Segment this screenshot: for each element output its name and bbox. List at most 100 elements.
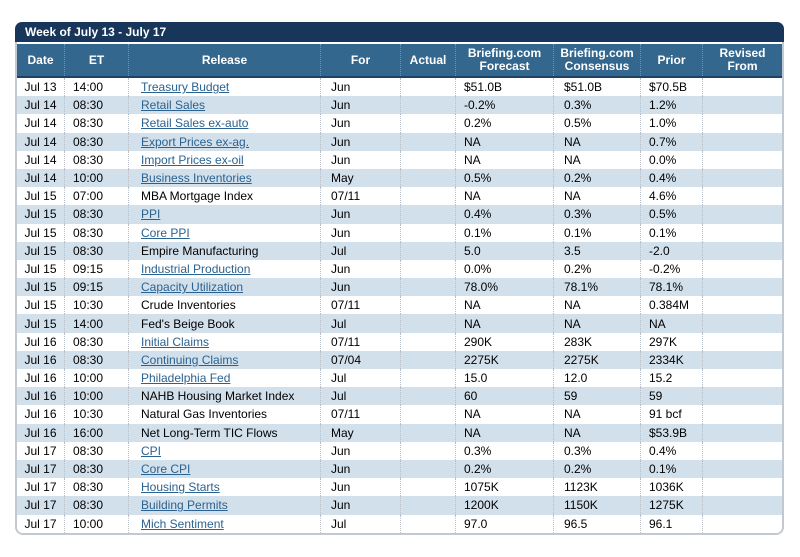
consensus-cell: 0.3% xyxy=(554,441,641,460)
for-cell: Jun xyxy=(321,496,401,515)
et-cell: 10:00 xyxy=(65,369,129,388)
forecast-cell: 78.0% xyxy=(456,278,554,297)
table-row: Jul 13 14:00 Treasury Budget Jun $51.0B $51.0… xyxy=(17,78,782,97)
release-link[interactable]: Retail Sales ex-auto xyxy=(141,116,249,131)
actual-cell xyxy=(401,132,456,151)
consensus-cell: 0.2% xyxy=(554,259,641,279)
revised-from-cell xyxy=(703,314,782,332)
column-header-for: For xyxy=(321,44,401,76)
release-link[interactable]: Treasury Budget xyxy=(141,80,230,95)
column-header-release: Release xyxy=(129,44,321,76)
release-link[interactable]: Mich Sentiment xyxy=(141,516,224,531)
consensus-cell: 59 xyxy=(554,387,641,406)
release-cell: Empire Manufacturing xyxy=(129,241,321,260)
forecast-cell: 0.0% xyxy=(456,259,554,279)
actual-cell xyxy=(401,259,456,279)
date-cell: Jul 15 xyxy=(17,314,65,333)
release-link[interactable]: Export Prices ex-ag. xyxy=(141,134,250,149)
consensus-cell: 0.2% xyxy=(554,168,641,188)
release-cell: Housing Starts xyxy=(129,478,321,497)
table-row: Jul 15 08:30 Core PPI Jun 0.1% 0.1% 0.1% xyxy=(17,223,782,242)
column-header-briefing-forecast: Briefing.com Forecast xyxy=(456,44,554,76)
revised-from-cell xyxy=(703,369,782,387)
et-cell: 08:30 xyxy=(65,223,129,242)
revised-from-cell xyxy=(703,205,782,223)
release-link[interactable]: Capacity Utilization xyxy=(141,280,244,295)
et-cell: 08:30 xyxy=(65,205,129,224)
actual-cell xyxy=(401,441,456,460)
prior-cell: -2.0 xyxy=(641,241,703,260)
column-header-prior: Prior xyxy=(641,44,703,76)
forecast-cell: 290K xyxy=(456,332,554,351)
release-link[interactable]: Core CPI xyxy=(141,462,191,477)
date-cell: Jul 16 xyxy=(17,387,65,406)
date-cell: Jul 15 xyxy=(17,205,65,224)
forecast-cell: NA xyxy=(456,405,554,424)
consensus-cell: 283K xyxy=(554,332,641,351)
actual-cell xyxy=(401,205,456,224)
actual-cell xyxy=(401,478,456,497)
week-title: Week of July 13 - July 17 xyxy=(15,22,784,42)
calendar-frame: Date ET Release For Actual Briefing.com … xyxy=(15,42,784,535)
forecast-cell: 0.3% xyxy=(456,441,554,460)
release-link[interactable]: Retail Sales xyxy=(141,98,206,113)
table-row: Jul 17 08:30 CPI Jun 0.3% 0.3% 0.4% xyxy=(17,441,782,460)
release-cell: Mich Sentiment xyxy=(129,514,321,533)
for-cell: Jun xyxy=(321,259,401,279)
release-link[interactable]: Business Inventories xyxy=(141,171,252,186)
date-cell: Jul 13 xyxy=(17,78,65,97)
for-cell: 07/11 xyxy=(321,296,401,315)
release-cell: Import Prices ex-oil xyxy=(129,150,321,169)
release-cell: Capacity Utilization xyxy=(129,278,321,297)
et-cell: 08:30 xyxy=(65,441,129,460)
revised-from-cell xyxy=(703,133,782,151)
column-header-briefing-consensus: Briefing.com Consensus xyxy=(554,44,641,76)
for-cell: Jun xyxy=(321,478,401,497)
consensus-cell: NA xyxy=(554,187,641,206)
table-row: Jul 15 07:00 MBA Mortgage Index 07/11 NA NA 4.… xyxy=(17,187,782,206)
forecast-cell: 97.0 xyxy=(456,514,554,533)
release-link[interactable]: Industrial Production xyxy=(141,261,251,276)
release-link[interactable]: Housing Starts xyxy=(141,480,220,495)
forecast-cell: -0.2% xyxy=(456,96,554,115)
revised-from-cell xyxy=(703,278,782,296)
revised-from-cell xyxy=(703,478,782,496)
release-link[interactable]: PPI xyxy=(141,207,161,222)
et-cell: 10:00 xyxy=(65,514,129,533)
date-cell: Jul 16 xyxy=(17,332,65,351)
for-cell: 07/11 xyxy=(321,332,401,351)
actual-cell xyxy=(401,332,456,351)
et-cell: 10:30 xyxy=(65,296,129,315)
et-cell: 08:30 xyxy=(65,241,129,260)
release-link[interactable]: Philadelphia Fed xyxy=(141,371,231,386)
release-link[interactable]: CPI xyxy=(141,443,162,458)
release-link[interactable]: Import Prices ex-oil xyxy=(141,152,244,167)
column-header-et: ET xyxy=(65,44,129,76)
release-link[interactable]: Core PPI xyxy=(141,225,190,240)
release-link[interactable]: Building Permits xyxy=(141,498,228,513)
revised-from-cell xyxy=(703,224,782,242)
et-cell: 08:30 xyxy=(65,459,129,479)
prior-cell: $70.5B xyxy=(641,78,703,97)
forecast-cell: 0.1% xyxy=(456,223,554,242)
prior-cell: 15.2 xyxy=(641,369,703,388)
consensus-cell: $51.0B xyxy=(554,78,641,97)
date-cell: Jul 14 xyxy=(17,96,65,115)
release-link[interactable]: Continuing Claims xyxy=(141,352,239,367)
prior-cell: 0.384M xyxy=(641,296,703,315)
release-cell: Initial Claims xyxy=(129,332,321,351)
prior-cell: 0.0% xyxy=(641,150,703,169)
consensus-cell: 0.1% xyxy=(554,223,641,242)
release-link[interactable]: Initial Claims xyxy=(141,334,210,349)
et-cell: 10:00 xyxy=(65,387,129,406)
date-cell: Jul 15 xyxy=(17,241,65,260)
et-cell: 08:30 xyxy=(65,478,129,497)
consensus-cell: 0.2% xyxy=(554,459,641,479)
table-row: Jul 17 08:30 Building Permits Jun 1200K 1150K… xyxy=(17,496,782,515)
consensus-cell: NA xyxy=(554,423,641,442)
for-cell: 07/04 xyxy=(321,350,401,369)
release-cell: Philadelphia Fed xyxy=(129,369,321,388)
forecast-cell: $51.0B xyxy=(456,78,554,97)
for-cell: Jul xyxy=(321,387,401,406)
table-row: Jul 14 08:30 Import Prices ex-oil Jun NA NA 0.… xyxy=(17,150,782,169)
